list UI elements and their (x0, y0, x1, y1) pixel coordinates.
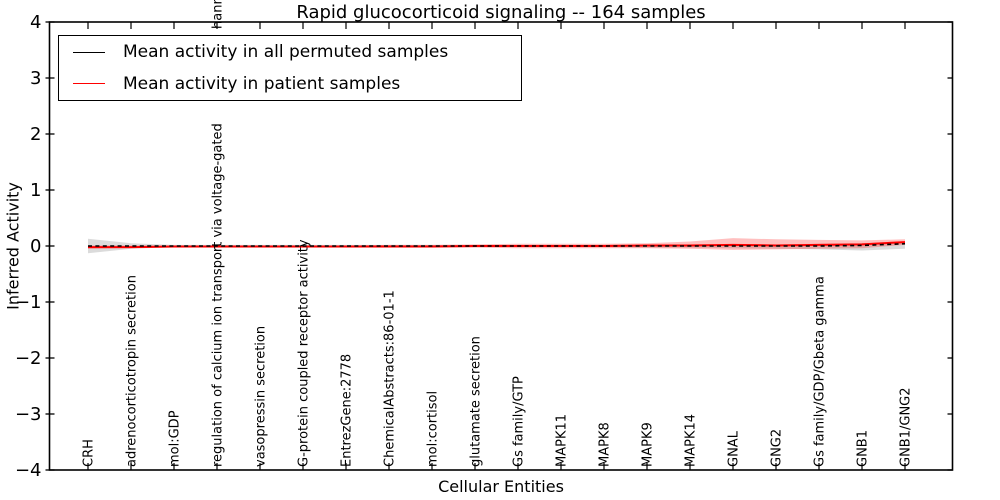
legend-item-patient: Mean activity in patient samples (59, 69, 521, 99)
y-tick-label: −2 (15, 348, 42, 369)
x-tick-label: GNB1 (856, 430, 871, 467)
permuted-mean-line (88, 242, 906, 247)
legend-item-permuted: Mean activity in all permuted samples (59, 37, 521, 67)
y-axis-title: Inferred Activity (3, 182, 23, 310)
y-tick-label: −4 (15, 460, 42, 481)
x-tick-label: MAPK14 (684, 414, 699, 467)
legend-label-permuted: Mean activity in all permuted samples (123, 42, 449, 63)
x-tick-label: EntrezGene:2778 (340, 354, 355, 467)
y-tick-label: 1 (30, 180, 41, 201)
chart-title: Rapid glucocorticoid signaling -- 164 sa… (296, 2, 706, 23)
x-tick-label: Gs family/GDP/Gbeta gamma (813, 276, 828, 467)
y-tick-label: −1 (15, 292, 42, 313)
x-tick-label: vasopressin secretion (254, 326, 269, 467)
y-tick-label: −3 (15, 404, 42, 425)
legend-label-patient: Mean activity in patient samples (123, 73, 401, 94)
x-tick-label: MAPK11 (555, 414, 570, 467)
y-tick-label: 3 (30, 68, 41, 89)
x-tick-label: G-protein coupled receptor activity (297, 239, 312, 467)
y-tick-label: 2 (30, 124, 41, 145)
x-tick-label: GNG2 (770, 429, 785, 467)
x-tick-label: Gs family/GTP (512, 376, 527, 467)
x-axis-title: Cellular Entities (438, 477, 564, 496)
x-tick-label: GNB1/GNG2 (899, 387, 914, 467)
x-tick-label: MAPK8 (598, 422, 613, 467)
x-tick-label: ChemicalAbstracts:86-01-1 (383, 290, 398, 467)
x-tick-label: mol:cortisol (426, 391, 441, 467)
legend: Mean activity in all permuted samples Me… (58, 35, 522, 101)
x-tick-label: regulation of calcium ion transport via … (211, 123, 226, 467)
x-tick-label: CRH (82, 439, 97, 467)
y-tick-label: 4 (30, 12, 41, 33)
permuted-line-sample (73, 51, 105, 53)
x-tick-label: GNAL (727, 430, 742, 467)
x-tick-label: glutamate secretion (469, 336, 484, 467)
x-tick-label: MAPK9 (641, 422, 656, 467)
x-tick-label: adrenocorticotropin secretion (125, 275, 140, 467)
x-tick-label: mol:GDP (168, 410, 183, 467)
y-tick-label: 0 (30, 236, 41, 257)
patient-line-sample (73, 83, 105, 85)
